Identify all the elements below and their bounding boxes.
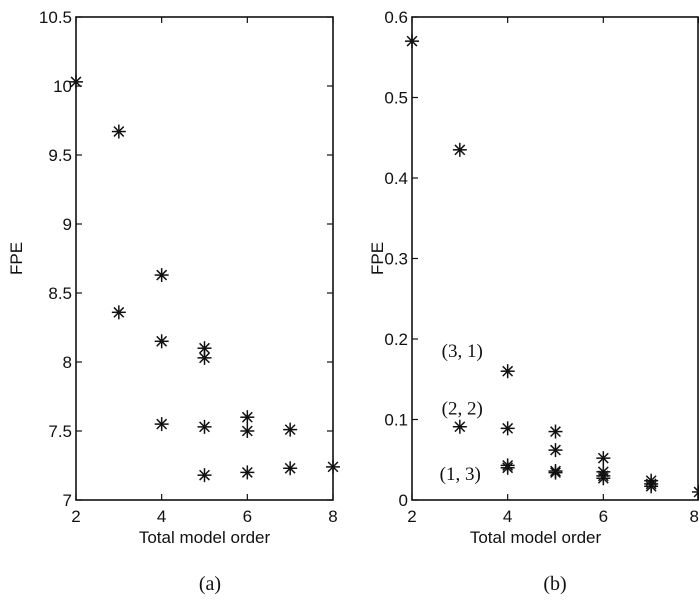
x-tick-label: 8 [690, 507, 699, 526]
panel-b-annotations: (3, 1) (2, 2) (1, 3) [440, 341, 483, 485]
data-point [692, 484, 699, 499]
x-tick-label: 8 [328, 507, 337, 526]
panel-b-y-axis-label: FPE [368, 242, 387, 275]
data-point [548, 424, 563, 439]
x-tick-label: 6 [243, 507, 252, 526]
panel-a-y-axis-label: FPE [7, 242, 26, 275]
data-point [548, 465, 563, 480]
panel-a-x-axis-label: Total model order [139, 528, 271, 547]
panel-b: 0 0.1 0.2 0.3 0.4 0.5 0.6 2 4 6 8 (3, 1) (2, 2) (1,… [368, 8, 699, 595]
data-point [326, 459, 340, 474]
data-point [596, 471, 611, 486]
y-tick-label: 10.5 [39, 8, 72, 27]
panel-b-y-ticks: 0 0.1 0.2 0.3 0.4 0.5 0.6 [384, 8, 418, 510]
panel-b-x-ticks: 2 4 6 8 [407, 17, 699, 526]
data-point [405, 34, 419, 49]
panel-a-frame [75, 16, 334, 501]
y-tick-label: 8 [63, 353, 72, 372]
panel-a-y-ticks: 7 7.5 8 8.5 9 9.5 10 10.5 [39, 8, 333, 510]
y-tick-label: 0.3 [384, 250, 408, 269]
y-tick-label: 9 [63, 215, 72, 234]
data-point [154, 334, 169, 349]
data-point [596, 451, 611, 466]
data-point [111, 305, 126, 320]
panel-b-points [405, 34, 699, 499]
y-tick-label: 10 [53, 77, 72, 96]
data-point [548, 443, 563, 458]
data-point [452, 419, 467, 434]
panel-a-caption: (a) [199, 573, 221, 595]
y-tick-label: 0.6 [384, 8, 408, 27]
x-tick-label: 4 [503, 507, 512, 526]
point-annotation: (1, 3) [440, 464, 481, 485]
panel-b-x-axis-label: Total model order [470, 528, 602, 547]
point-annotation: (3, 1) [442, 341, 483, 362]
data-point [500, 421, 515, 436]
y-tick-label: 7.5 [48, 422, 72, 441]
data-point [197, 468, 212, 483]
y-tick-label: 0.2 [384, 330, 408, 349]
data-point [452, 142, 467, 157]
panel-a: 7 7.5 8 8.5 9 9.5 10 10.5 2 4 6 8 Total model orde… [7, 8, 340, 595]
data-point [69, 74, 83, 89]
data-point [154, 268, 169, 283]
x-tick-label: 2 [71, 507, 80, 526]
y-tick-label: 0.4 [384, 169, 408, 188]
x-tick-label: 6 [599, 507, 608, 526]
data-point [154, 417, 169, 432]
data-point [240, 465, 255, 480]
y-tick-label: 9.5 [48, 146, 72, 165]
y-tick-label: 7 [63, 491, 72, 510]
y-tick-label: 0.5 [384, 89, 408, 108]
data-point [500, 460, 515, 475]
data-point [283, 461, 298, 476]
panel-a-points [69, 74, 340, 483]
x-tick-label: 2 [407, 507, 416, 526]
point-annotation: (2, 2) [442, 398, 483, 419]
x-tick-label: 4 [157, 507, 166, 526]
data-point [197, 419, 212, 434]
data-point [283, 422, 298, 437]
y-tick-label: 8.5 [48, 284, 72, 303]
panel-a-x-ticks: 2 4 6 8 [71, 17, 338, 526]
data-point [197, 350, 212, 365]
data-point [644, 479, 659, 494]
panel-b-caption: (b) [543, 573, 566, 595]
data-point [240, 424, 255, 438]
y-tick-label: 0 [399, 491, 408, 510]
data-point [500, 364, 515, 379]
data-point [240, 410, 255, 425]
data-point [111, 124, 126, 139]
y-tick-label: 0.1 [384, 411, 408, 430]
